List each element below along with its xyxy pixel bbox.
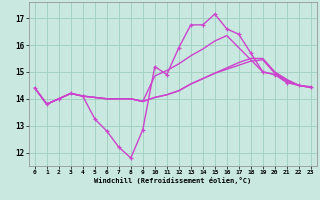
- X-axis label: Windchill (Refroidissement éolien,°C): Windchill (Refroidissement éolien,°C): [94, 177, 252, 184]
